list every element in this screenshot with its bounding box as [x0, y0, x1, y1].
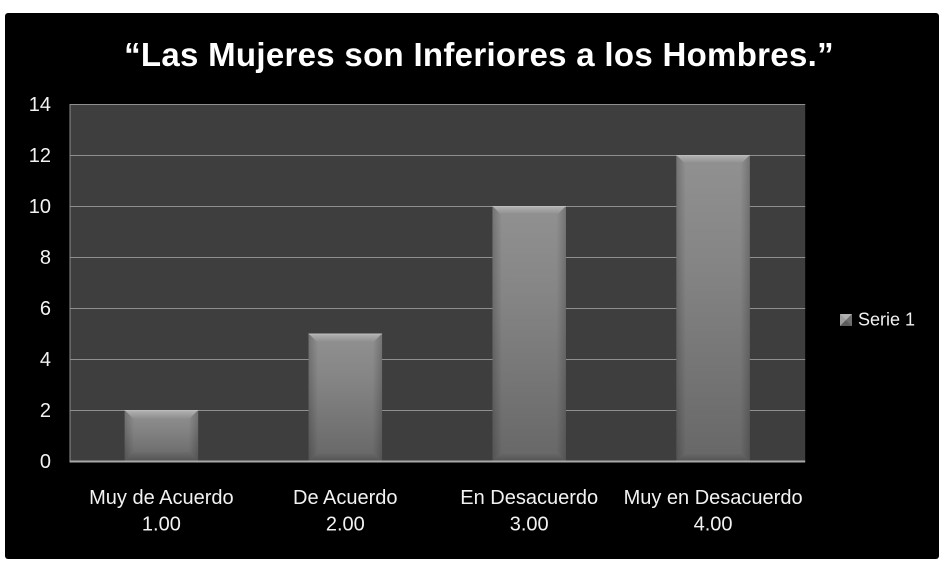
svg-text:2.00: 2.00: [326, 514, 365, 536]
svg-text:4.00: 4.00: [694, 514, 733, 536]
svg-text:Muy en Desacuerdo: Muy en Desacuerdo: [624, 487, 803, 509]
svg-text:4: 4: [40, 349, 51, 371]
svg-text:14: 14: [29, 94, 51, 116]
svg-text:1.00: 1.00: [142, 514, 181, 536]
svg-text:12: 12: [29, 145, 51, 167]
svg-text:6: 6: [40, 298, 51, 320]
svg-text:0: 0: [40, 451, 51, 473]
svg-text:2: 2: [40, 400, 51, 422]
svg-text:De Acuerdo: De Acuerdo: [293, 487, 398, 509]
svg-text:8: 8: [40, 247, 51, 269]
svg-text:10: 10: [29, 196, 51, 218]
svg-text:Muy de Acuerdo: Muy de Acuerdo: [89, 487, 234, 509]
svg-text:“Las Mujeres son Inferiores a: “Las Mujeres son Inferiores a los Hombre…: [124, 36, 834, 73]
svg-text:En Desacuerdo: En Desacuerdo: [460, 487, 598, 509]
svg-text:Serie 1: Serie 1: [858, 310, 915, 330]
svg-text:3.00: 3.00: [510, 514, 549, 536]
